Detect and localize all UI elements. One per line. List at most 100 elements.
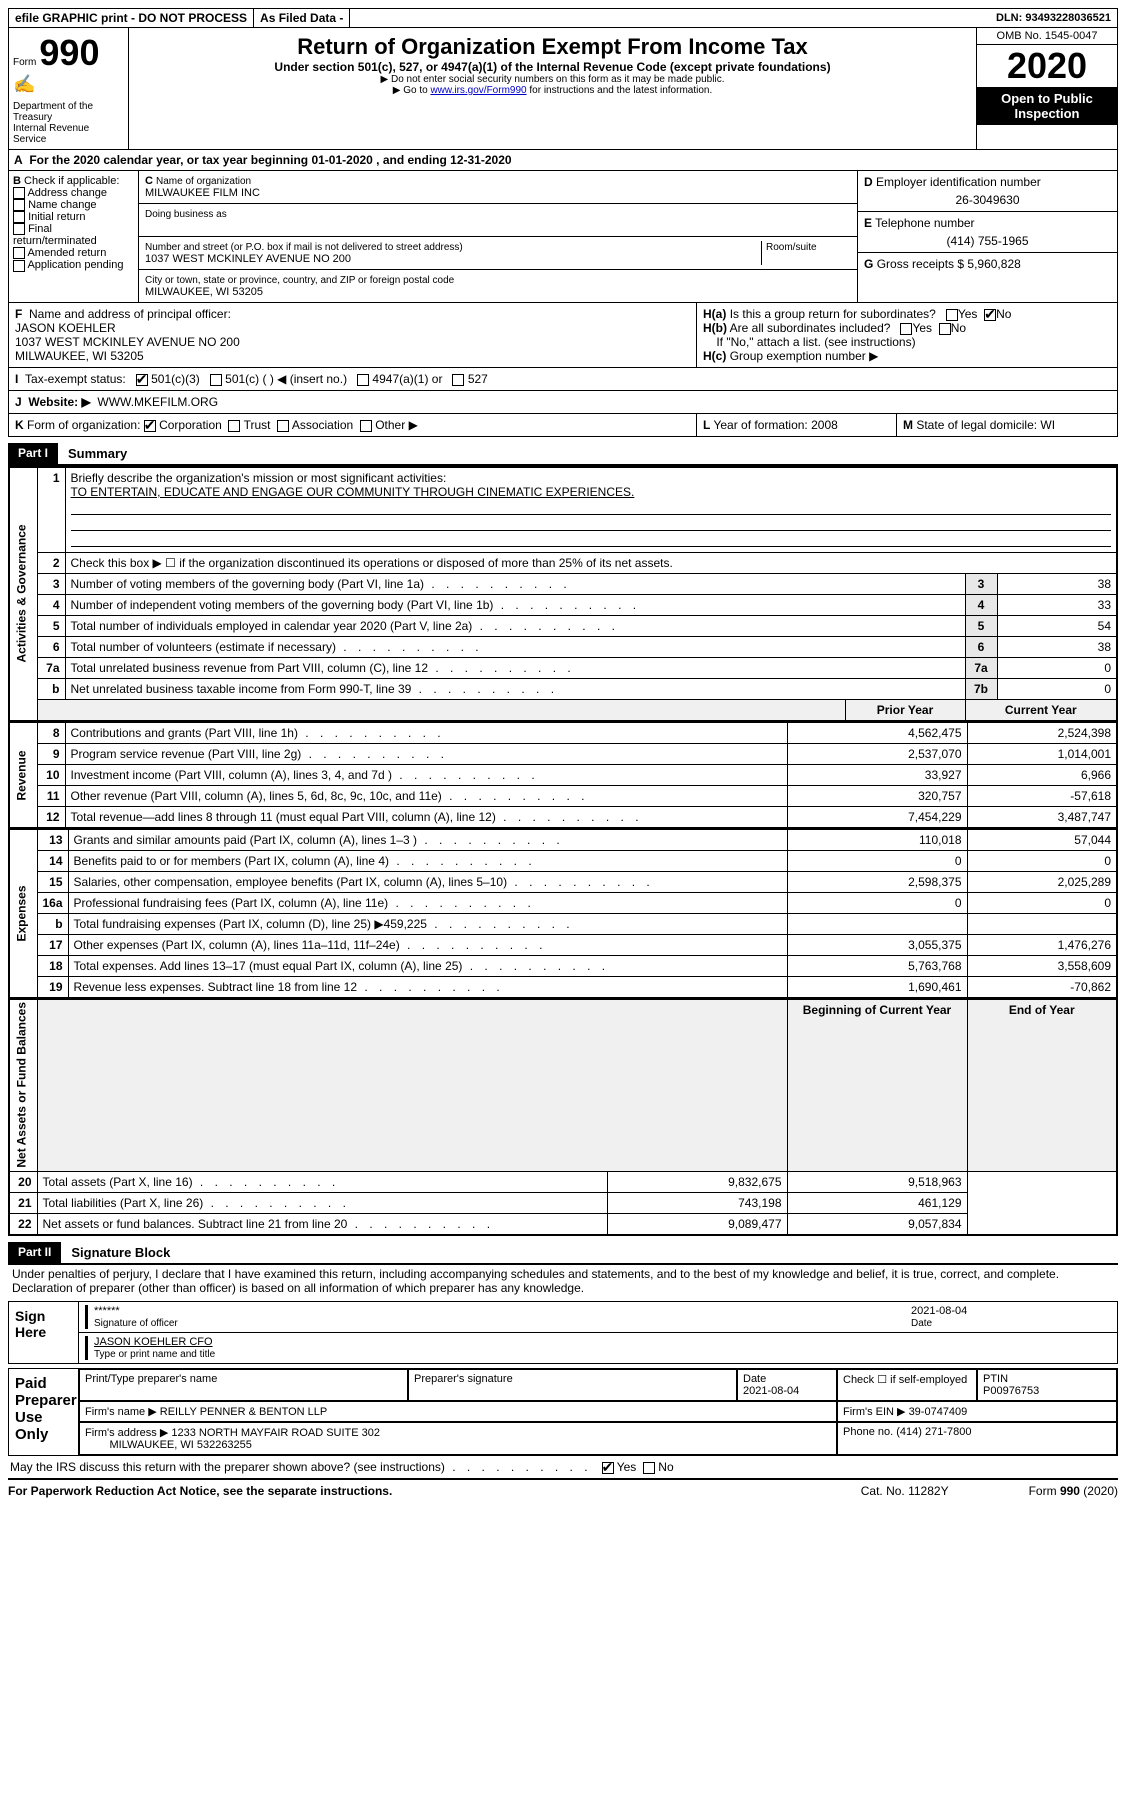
- prep-sig-hdr: Preparer's signature: [408, 1369, 737, 1401]
- cb-hb-no[interactable]: [939, 323, 951, 335]
- hb-no: No: [951, 321, 966, 335]
- irs-link[interactable]: www.irs.gov/Form990: [430, 85, 526, 96]
- declaration-text: Under penalties of perjury, I declare th…: [8, 1265, 1118, 1297]
- m-label: State of legal domicile:: [916, 418, 1037, 432]
- cb-amended[interactable]: [13, 247, 25, 259]
- r3-val: 38: [997, 574, 1117, 595]
- ein-value: 26-3049630: [864, 189, 1111, 207]
- prep-check: Check ☐ if self-employed: [837, 1369, 977, 1401]
- row-num: 17: [37, 934, 68, 955]
- r7b-text: Net unrelated business taxable income fr…: [71, 682, 559, 696]
- org-city: MILWAUKEE, WI 53205: [145, 286, 263, 298]
- r5-box: 5: [965, 616, 997, 637]
- cb-final-return[interactable]: [13, 223, 25, 235]
- r4-val: 33: [997, 595, 1117, 616]
- hb-yes: Yes: [912, 321, 932, 335]
- i-opt-2: 4947(a)(1) or: [372, 372, 442, 386]
- row-cy: 0: [967, 850, 1117, 871]
- row-text: Revenue less expenses. Subtract line 18 …: [68, 976, 787, 998]
- r5-text: Total number of individuals employed in …: [71, 619, 619, 633]
- row-cy: [967, 913, 1117, 934]
- row-text: Net assets or fund balances. Subtract li…: [37, 1214, 607, 1236]
- firm-ein-val: 39-0747409: [909, 1406, 968, 1418]
- row-j: J Website: ▶ WWW.MKEFILM.ORG: [8, 391, 1118, 414]
- discuss-yes: Yes: [617, 1460, 637, 1474]
- paid-preparer-block: Paid Preparer Use Only Print/Type prepar…: [8, 1368, 1118, 1456]
- k-opt-1: Trust: [244, 418, 271, 432]
- row-text: Total liabilities (Part X, line 26): [37, 1193, 607, 1214]
- room-label: Room/suite: [766, 242, 817, 253]
- sig-stars: ******: [94, 1305, 120, 1317]
- l-value: 2008: [811, 418, 838, 432]
- prep-name-hdr: Print/Type preparer's name: [79, 1369, 408, 1401]
- r6-text: Total number of volunteers (estimate if …: [71, 640, 483, 654]
- dept-label: Department of the Treasury Internal Reve…: [13, 101, 124, 145]
- phone-value: (414) 755-1965: [864, 230, 1111, 248]
- r7b-val: 0: [997, 679, 1117, 700]
- cb-discuss-yes[interactable]: [602, 1462, 614, 1474]
- b-item-2: Initial return: [28, 211, 85, 223]
- cb-4947[interactable]: [357, 374, 369, 386]
- r3-text: Number of voting members of the governin…: [71, 577, 571, 591]
- row-num: 9: [37, 743, 65, 764]
- vlabel: Revenue: [9, 722, 37, 828]
- row-num: 15: [37, 871, 68, 892]
- cb-assoc[interactable]: [277, 420, 289, 432]
- i-opt-0: 501(c)(3): [151, 372, 200, 386]
- row-num: 11: [37, 785, 65, 806]
- cb-initial-return[interactable]: [13, 211, 25, 223]
- firm-name-label: Firm's name ▶: [85, 1406, 157, 1418]
- section-a-text: For the 2020 calendar year, or tax year …: [29, 153, 511, 167]
- cy-hdr: Current Year: [1005, 703, 1077, 717]
- r6-num: 6: [37, 637, 65, 658]
- m-value: WI: [1040, 418, 1055, 432]
- r6-val: 38: [997, 637, 1117, 658]
- cb-501c3[interactable]: [136, 374, 148, 386]
- row-py: 2,598,375: [787, 871, 967, 892]
- cb-501c[interactable]: [210, 374, 222, 386]
- tax-year: 2020: [977, 45, 1117, 87]
- hc-label: Group exemption number ▶: [730, 349, 879, 363]
- cb-app-pending[interactable]: [13, 260, 25, 272]
- r3-num: 3: [37, 574, 65, 595]
- row-cy: 0: [967, 892, 1117, 913]
- eoy-hdr: End of Year: [1009, 1003, 1075, 1017]
- f-label: Name and address of principal officer:: [29, 307, 231, 321]
- r7b-num: b: [37, 679, 65, 700]
- firm-addr-label: Firm's address ▶: [85, 1427, 168, 1439]
- row-num: 18: [37, 955, 68, 976]
- row-cy: 2,524,398: [967, 722, 1117, 743]
- revenue-table: Revenue8Contributions and grants (Part V…: [8, 722, 1118, 829]
- row-cy: 461,129: [787, 1193, 967, 1214]
- col-de: D Employer identification number26-30496…: [857, 171, 1117, 302]
- hb-label: Are all subordinates included?: [730, 321, 891, 335]
- form-top: Form 990 ✍ Department of the Treasury In…: [8, 28, 1118, 150]
- officer-name: JASON KOEHLER: [15, 321, 116, 335]
- cb-hb-yes[interactable]: [900, 323, 912, 335]
- row-py: 7,454,229: [787, 806, 967, 828]
- cb-ha-yes[interactable]: [946, 309, 958, 321]
- officer-name-title: JASON KOEHLER CFO: [94, 1336, 213, 1348]
- r7a-val: 0: [997, 658, 1117, 679]
- row-py: 0: [787, 850, 967, 871]
- cb-527[interactable]: [452, 374, 464, 386]
- row-text: Other expenses (Part IX, column (A), lin…: [68, 934, 787, 955]
- discuss-text: May the IRS discuss this return with the…: [10, 1460, 592, 1474]
- cb-trust[interactable]: [228, 420, 240, 432]
- cb-address-change[interactable]: [13, 187, 25, 199]
- part2-title: Signature Block: [61, 1242, 1118, 1265]
- footer-left: For Paperwork Reduction Act Notice, see …: [8, 1484, 392, 1498]
- prep-date-hdr: Date: [743, 1373, 766, 1385]
- ha-yes: Yes: [958, 307, 978, 321]
- cb-ha-no[interactable]: [984, 309, 996, 321]
- row-text: Investment income (Part VIII, column (A)…: [65, 764, 787, 785]
- cb-corp[interactable]: [144, 420, 156, 432]
- r4-num: 4: [37, 595, 65, 616]
- r3-box: 3: [965, 574, 997, 595]
- sign-here-block: Sign Here ******Signature of officer2021…: [8, 1301, 1118, 1364]
- cb-discuss-no[interactable]: [643, 1462, 655, 1474]
- ha-no: No: [996, 307, 1011, 321]
- row-cy: 3,558,609: [967, 955, 1117, 976]
- cb-other[interactable]: [360, 420, 372, 432]
- cb-name-change[interactable]: [13, 199, 25, 211]
